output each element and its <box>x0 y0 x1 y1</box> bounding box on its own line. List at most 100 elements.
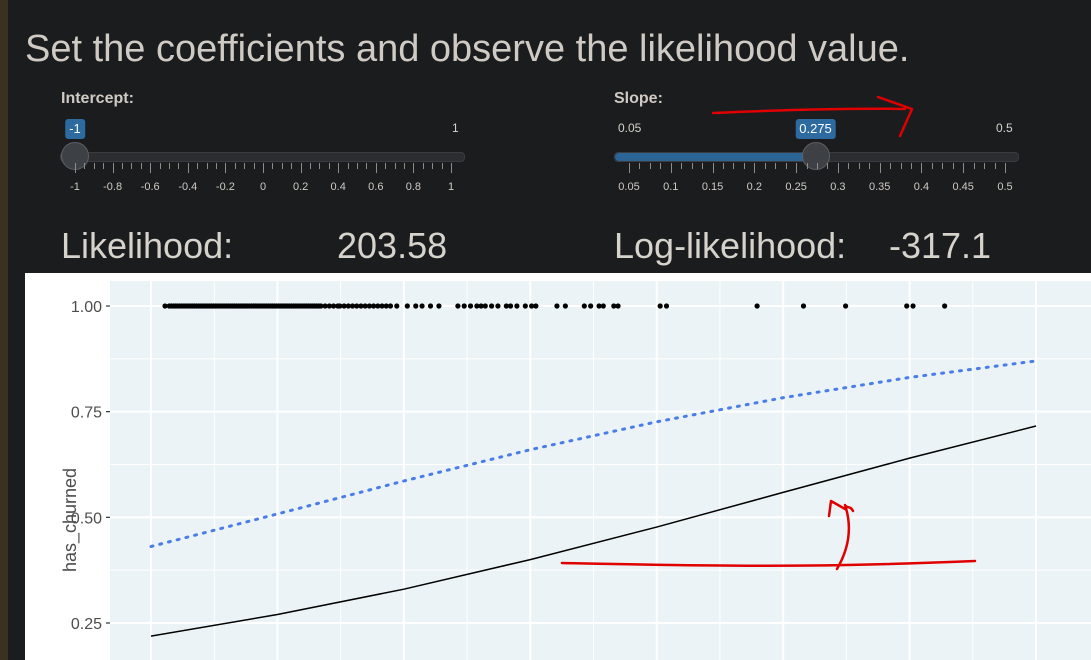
slider-tick <box>837 163 839 173</box>
slider-tick <box>206 163 208 169</box>
slider-tick-label: 0.4 <box>330 181 346 193</box>
data-point <box>349 303 356 309</box>
slider-tick <box>451 163 452 173</box>
slope-value-badge: 0.275 <box>795 119 836 139</box>
data-point <box>383 303 389 309</box>
slider-tick <box>178 163 180 169</box>
slider-tick <box>994 163 996 169</box>
data-point <box>529 303 535 309</box>
data-point <box>562 303 568 309</box>
slider-tick <box>413 163 415 173</box>
data-point <box>910 303 916 309</box>
slider-tick <box>900 163 902 169</box>
data-point <box>657 303 663 309</box>
data-point <box>611 303 617 309</box>
likelihood-label: Likelihood: <box>61 225 234 266</box>
slider-tick <box>347 163 349 169</box>
slider-tick-label: 1 <box>447 181 455 193</box>
data-point <box>495 303 501 309</box>
slider-tick <box>775 163 777 169</box>
data-point <box>663 303 670 309</box>
intercept-tick-labels: -1 -0.8 -0.6 -0.4 -0.2 0 0.2 0.4 0.6 0.8 1 <box>0 181 1091 195</box>
slider-tick <box>702 163 704 169</box>
slider-tick <box>272 163 274 169</box>
data-point <box>514 303 520 309</box>
data-point <box>375 303 381 309</box>
slider-tick <box>754 163 756 173</box>
slider-tick <box>375 163 377 173</box>
data-point <box>554 303 560 309</box>
slider-tick <box>879 163 881 173</box>
data-point <box>507 303 514 309</box>
slider-tick <box>225 163 227 173</box>
slider-tick-label: 0.5 <box>997 181 1013 193</box>
slider-tick <box>827 163 829 169</box>
data-point <box>522 303 528 309</box>
slider-tick <box>432 163 434 169</box>
data-point <box>354 303 360 309</box>
data-point <box>800 303 807 309</box>
likelihood-value: 203.58 <box>337 225 448 266</box>
intercept-slider-track[interactable] <box>60 152 465 162</box>
slider-tick <box>197 163 199 169</box>
data-point <box>489 303 495 309</box>
slider-tick <box>952 163 954 169</box>
slider-tick <box>890 163 892 169</box>
data-point <box>326 303 332 309</box>
slider-tick <box>931 163 933 169</box>
slider-tick <box>122 163 123 169</box>
data-point <box>455 303 461 309</box>
data-point <box>596 303 602 309</box>
slider-tick <box>681 163 683 169</box>
slider-tick <box>84 163 86 169</box>
slider-tick-label: 0 <box>259 181 267 193</box>
data-point <box>358 303 364 309</box>
slope-max-label: 0.5 <box>996 121 1013 135</box>
data-point <box>330 303 337 309</box>
slider-tick-label: 0.05 <box>618 181 640 193</box>
slider-tick <box>649 163 651 169</box>
slider-tick <box>338 163 340 173</box>
slider-tick <box>150 163 152 173</box>
slider-tick <box>806 163 808 169</box>
data-point <box>366 303 372 309</box>
slider-tick <box>629 163 630 173</box>
slider-tick <box>764 163 766 169</box>
slider-tick <box>869 163 871 169</box>
slider-tick-label: 0.2 <box>292 181 309 193</box>
slider-tick <box>404 163 405 169</box>
data-point <box>533 303 539 309</box>
slider-tick <box>366 163 368 169</box>
slider-tick <box>244 163 246 169</box>
series-line-dotted <box>149 359 1038 548</box>
data-point <box>419 303 425 309</box>
slider-tick-label: 0.4 <box>913 181 930 193</box>
slider-tick <box>441 163 443 169</box>
annotation-arrow-icon <box>711 95 914 138</box>
data-point <box>942 303 948 309</box>
data-point <box>600 303 606 309</box>
window-edge <box>0 0 8 660</box>
slider-tick <box>712 163 714 173</box>
annotation-curve-icon <box>560 499 977 571</box>
data-point <box>345 303 351 309</box>
slider-tick <box>670 163 672 173</box>
data-point <box>474 303 480 309</box>
slider-tick-label: -0.4 <box>178 181 198 193</box>
slider-tick <box>187 163 189 173</box>
slider-tick <box>140 163 142 169</box>
slider-tick <box>817 163 818 169</box>
data-point <box>754 303 760 309</box>
slider-tick <box>328 163 330 169</box>
slider-tick <box>300 163 302 173</box>
slider-tick-label: 0.35 <box>868 181 891 193</box>
slider-tick-label: 0.8 <box>405 181 422 193</box>
slider-tick <box>911 163 912 169</box>
slider-tick <box>112 163 114 173</box>
slider-tick <box>281 163 283 169</box>
slider-tick <box>169 163 170 169</box>
slope-slider-handle[interactable] <box>801 142 830 170</box>
intercept-label: Intercept: <box>61 90 134 107</box>
data-point <box>588 303 594 309</box>
intercept-max-label: 1 <box>452 121 459 135</box>
